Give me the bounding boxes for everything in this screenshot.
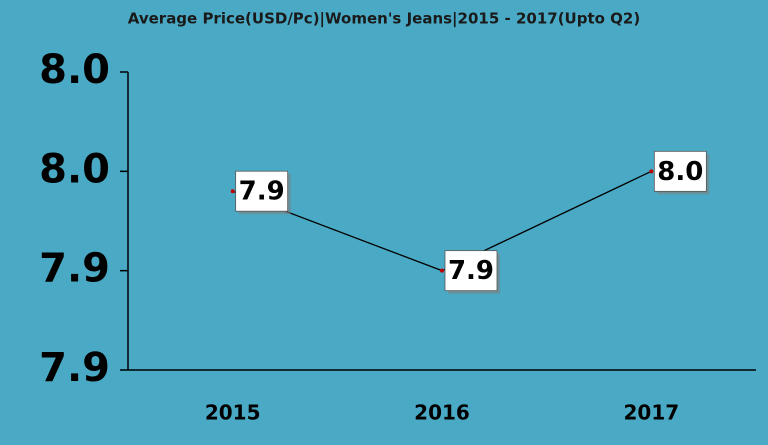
x-tick-label: 2016 <box>414 401 470 425</box>
y-tick-label: 8.0 <box>39 47 110 93</box>
point <box>440 268 444 273</box>
data-label: 8.0 <box>657 157 703 187</box>
y-tick-label: 7.9 <box>39 345 110 391</box>
label-box <box>653 150 707 192</box>
data-label: 7.9 <box>239 177 285 207</box>
data-label: 7.9 <box>448 256 494 286</box>
chart-title: Average Price(USD/Pc)|Women's Jeans|2015… <box>128 10 640 29</box>
y-tick-label: 8.0 <box>39 146 110 192</box>
point <box>230 189 235 194</box>
point <box>649 169 654 174</box>
x-tick-label: 2017 <box>623 401 679 425</box>
label-box <box>235 170 289 212</box>
y-tick-label: 7.9 <box>39 246 110 292</box>
x-tick-label: 2015 <box>205 401 261 425</box>
label-box <box>444 250 498 292</box>
